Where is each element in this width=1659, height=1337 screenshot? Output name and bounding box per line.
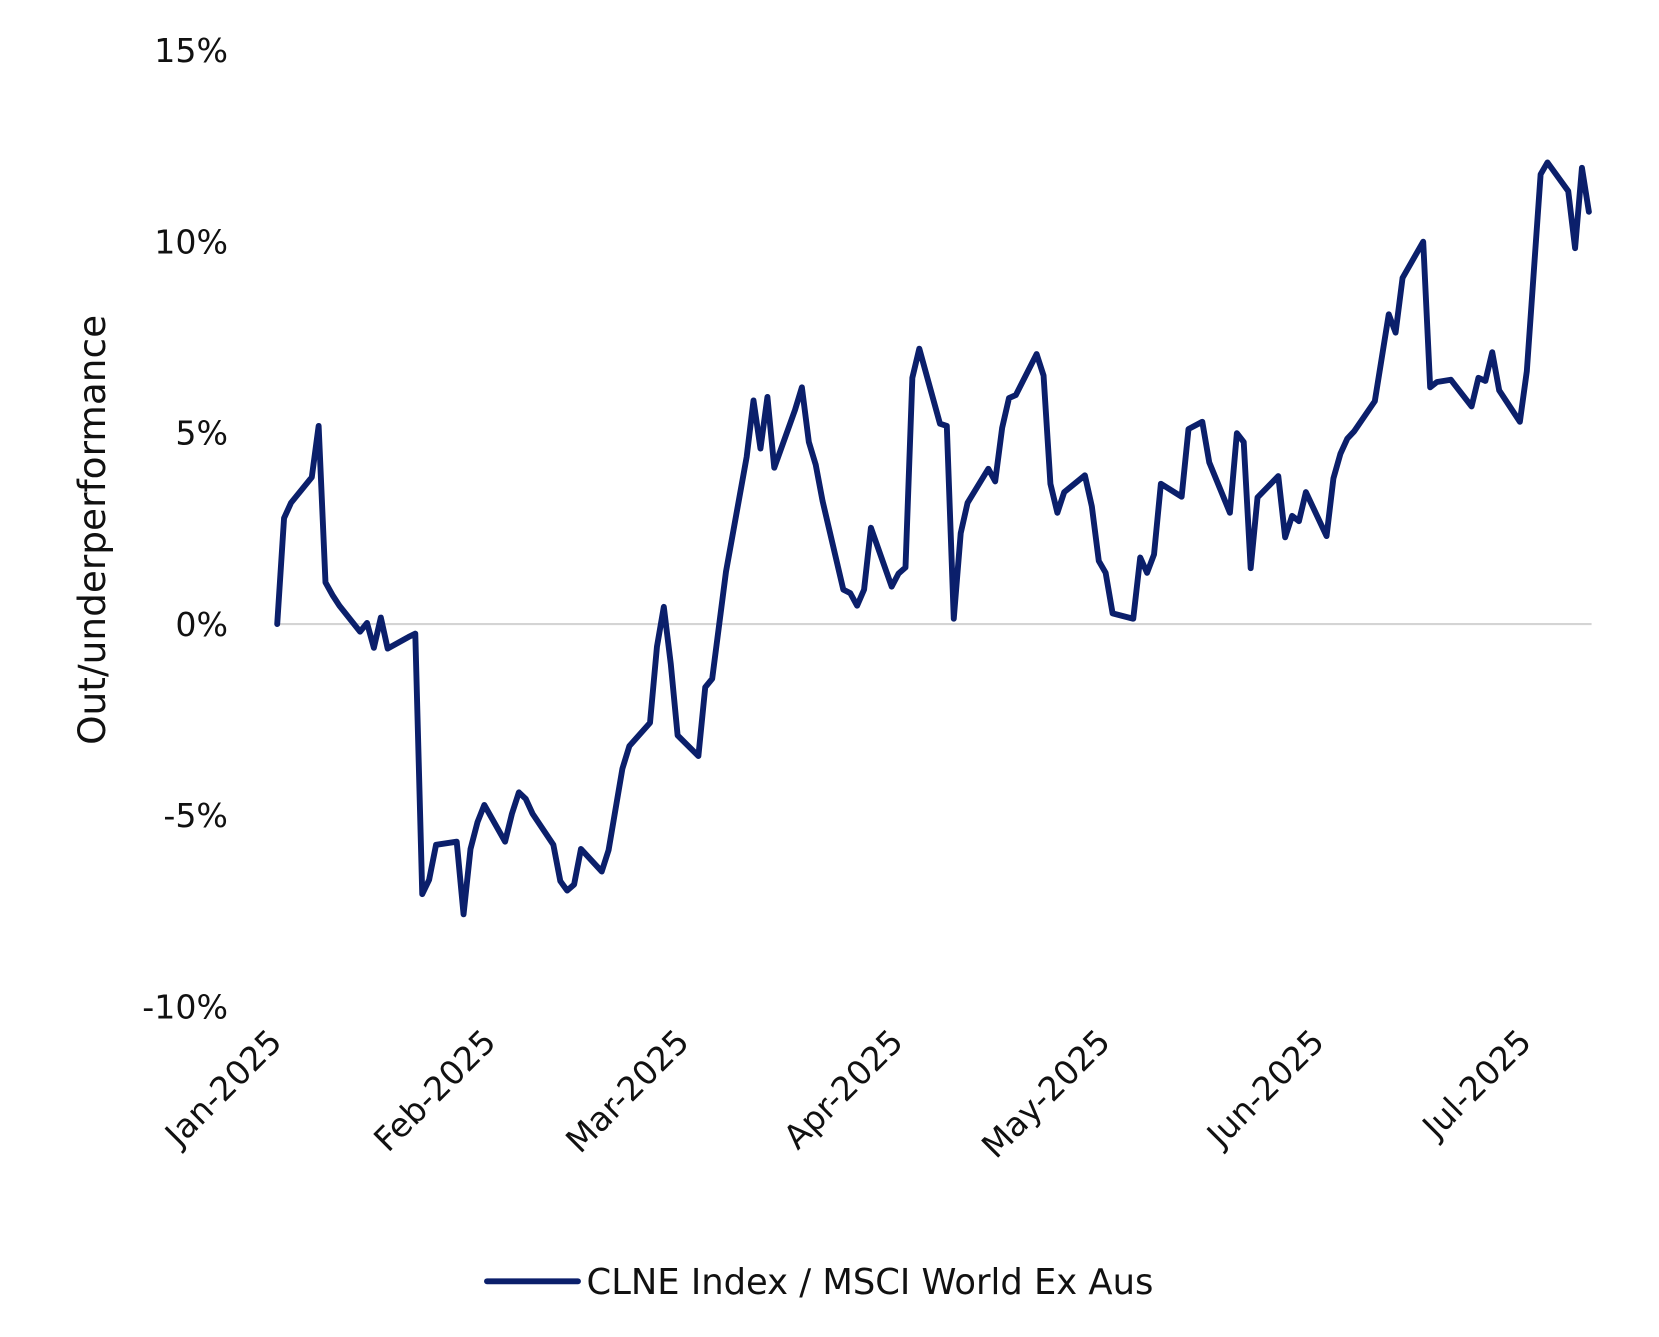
series-line-clne-vs-msci — [274, 159, 1592, 918]
x-tick-label: Feb-2025 — [366, 1022, 503, 1159]
y-tick-label: 10% — [154, 222, 228, 261]
y-axis-title: Out/underperformance — [70, 315, 114, 745]
x-tick-label: Jul-2025 — [1413, 1022, 1538, 1147]
x-tick-label: Mar-2025 — [558, 1022, 696, 1160]
y-tick-label: 0% — [175, 605, 228, 644]
y-tick-label: -5% — [163, 796, 228, 835]
x-axis-ticks: Jan-2025 Feb-2025 Mar-2025 Apr-2025 May-2025… — [156, 1022, 1539, 1166]
y-tick-label: -10% — [142, 987, 228, 1026]
y-tick-label: 5% — [175, 414, 228, 453]
x-tick-label: Jan-2025 — [156, 1022, 289, 1155]
x-tick-label: Apr-2025 — [776, 1022, 911, 1157]
y-tick-label: 15% — [154, 31, 228, 70]
legend-label: CLNE Index / MSCI World Ex Aus — [587, 1262, 1154, 1303]
x-tick-label: Jun-2025 — [1198, 1022, 1332, 1156]
legend: CLNE Index / MSCI World Ex Aus — [484, 1262, 1154, 1303]
y-axis-ticks: 15% 10% 5% 0% -5% -10% — [142, 31, 228, 1026]
x-tick-label: May-2025 — [974, 1022, 1118, 1166]
